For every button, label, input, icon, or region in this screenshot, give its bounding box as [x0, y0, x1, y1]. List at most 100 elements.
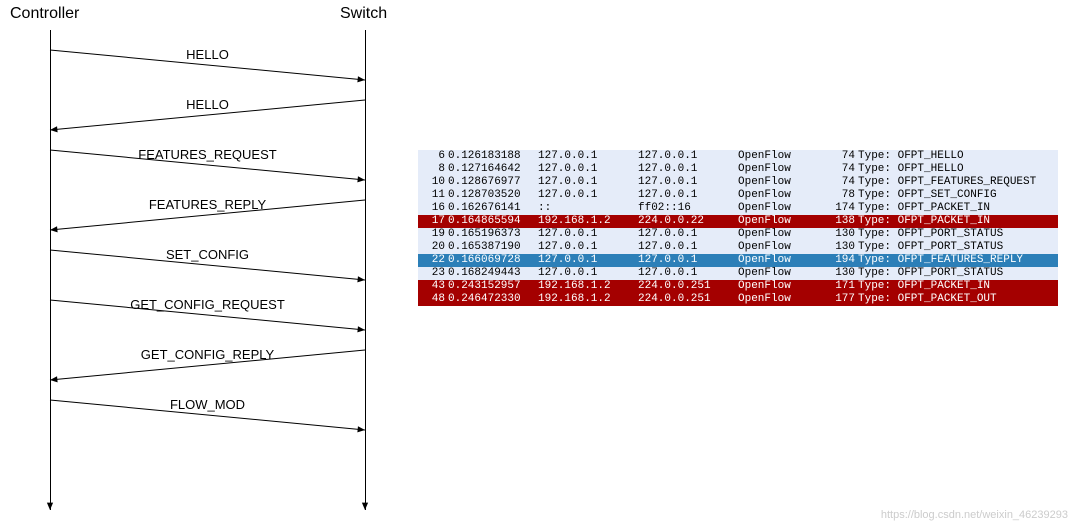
packet-cell: 224.0.0.251 — [638, 280, 738, 293]
packet-cell: 127.0.0.1 — [538, 163, 638, 176]
packet-cell: Type: OFPT_PACKET_IN — [858, 202, 1058, 215]
packet-row[interactable]: 160.162676141::ff02::16OpenFlow174Type: … — [418, 202, 1058, 215]
message-label: GET_CONFIG_REPLY — [128, 347, 288, 362]
packet-cell: 127.0.0.1 — [538, 176, 638, 189]
packet-cell: Type: OFPT_HELLO — [858, 163, 1058, 176]
packet-cell: 194 — [828, 254, 858, 267]
packet-cell: 0.246472330 — [448, 293, 538, 306]
packet-cell: 0.165196373 — [448, 228, 538, 241]
packet-cell: 17 — [418, 215, 448, 228]
packet-cell: ff02::16 — [638, 202, 738, 215]
packet-cell: 23 — [418, 267, 448, 280]
message-label: GET_CONFIG_REQUEST — [128, 297, 288, 312]
packet-cell: 224.0.0.22 — [638, 215, 738, 228]
packet-cell: 0.164865594 — [448, 215, 538, 228]
message-label: FEATURES_REQUEST — [128, 147, 288, 162]
message-label: SET_CONFIG — [128, 247, 288, 262]
packet-row[interactable]: 480.246472330192.168.1.2224.0.0.251OpenF… — [418, 293, 1058, 306]
packet-cell: 174 — [828, 202, 858, 215]
packet-cell: OpenFlow — [738, 241, 828, 254]
packet-cell: Type: OFPT_FEATURES_REQUEST — [858, 176, 1058, 189]
packet-cell: 127.0.0.1 — [538, 150, 638, 163]
packet-cell: OpenFlow — [738, 202, 828, 215]
packet-cell: OpenFlow — [738, 150, 828, 163]
packet-cell: OpenFlow — [738, 163, 828, 176]
packet-cell: OpenFlow — [738, 228, 828, 241]
packet-row[interactable]: 430.243152957192.168.1.2224.0.0.251OpenF… — [418, 280, 1058, 293]
packet-cell: 138 — [828, 215, 858, 228]
packet-cell: 130 — [828, 241, 858, 254]
packet-cell: 127.0.0.1 — [638, 241, 738, 254]
packet-row[interactable]: 200.165387190127.0.0.1127.0.0.1OpenFlow1… — [418, 241, 1058, 254]
packet-cell: 127.0.0.1 — [538, 189, 638, 202]
packet-cell: 127.0.0.1 — [638, 176, 738, 189]
packet-cell: Type: OFPT_PACKET_IN — [858, 215, 1058, 228]
packet-cell: OpenFlow — [738, 293, 828, 306]
packet-cell: 0.168249443 — [448, 267, 538, 280]
packet-cell: 0.128676977 — [448, 176, 538, 189]
packet-row[interactable]: 190.165196373127.0.0.1127.0.0.1OpenFlow1… — [418, 228, 1058, 241]
packet-cell: 0.128703520 — [448, 189, 538, 202]
packet-cell: Type: OFPT_SET_CONFIG — [858, 189, 1058, 202]
packet-cell: 0.165387190 — [448, 241, 538, 254]
packet-cell: 48 — [418, 293, 448, 306]
packet-cell: Type: OFPT_PORT_STATUS — [858, 228, 1058, 241]
packet-cell: 127.0.0.1 — [638, 163, 738, 176]
packet-row[interactable]: 230.168249443127.0.0.1127.0.0.1OpenFlow1… — [418, 267, 1058, 280]
packet-cell: 0.166069728 — [448, 254, 538, 267]
packet-cell: 0.162676141 — [448, 202, 538, 215]
packet-cell: 127.0.0.1 — [638, 267, 738, 280]
packet-cell: Type: OFPT_FEATURES_REPLY — [858, 254, 1058, 267]
packet-cell: OpenFlow — [738, 189, 828, 202]
packet-cell: 127.0.0.1 — [538, 267, 638, 280]
packet-cell: 20 — [418, 241, 448, 254]
packet-cell: OpenFlow — [738, 267, 828, 280]
packet-cell: 192.168.1.2 — [538, 215, 638, 228]
packet-cell: 130 — [828, 228, 858, 241]
packet-cell: 127.0.0.1 — [538, 228, 638, 241]
packet-cell: :: — [538, 202, 638, 215]
packet-row[interactable]: 220.166069728127.0.0.1127.0.0.1OpenFlow1… — [418, 254, 1058, 267]
packet-cell: 11 — [418, 189, 448, 202]
packet-row[interactable]: 80.127164642127.0.0.1127.0.0.1OpenFlow74… — [418, 163, 1058, 176]
packet-cell: 171 — [828, 280, 858, 293]
packet-cell: OpenFlow — [738, 176, 828, 189]
packet-table: 60.126183188127.0.0.1127.0.0.1OpenFlow74… — [418, 150, 1058, 306]
packet-cell: 224.0.0.251 — [638, 293, 738, 306]
packet-cell: Type: OFPT_PORT_STATUS — [858, 241, 1058, 254]
packet-cell: 192.168.1.2 — [538, 280, 638, 293]
packet-cell: OpenFlow — [738, 254, 828, 267]
packet-cell: 127.0.0.1 — [638, 150, 738, 163]
packet-cell: 192.168.1.2 — [538, 293, 638, 306]
packet-cell: 19 — [418, 228, 448, 241]
packet-cell: 127.0.0.1 — [638, 189, 738, 202]
packet-cell: 74 — [828, 176, 858, 189]
packet-cell: Type: OFPT_PORT_STATUS — [858, 267, 1058, 280]
packet-cell: 0.243152957 — [448, 280, 538, 293]
message-label: HELLO — [128, 97, 288, 112]
packet-row[interactable]: 100.128676977127.0.0.1127.0.0.1OpenFlow7… — [418, 176, 1058, 189]
packet-cell: 127.0.0.1 — [538, 254, 638, 267]
watermark: https://blog.csdn.net/weixin_46239293 — [881, 509, 1068, 521]
packet-cell: 177 — [828, 293, 858, 306]
packet-row[interactable]: 170.164865594192.168.1.2224.0.0.22OpenFl… — [418, 215, 1058, 228]
packet-cell: 0.127164642 — [448, 163, 538, 176]
packet-cell: 10 — [418, 176, 448, 189]
packet-cell: 127.0.0.1 — [638, 228, 738, 241]
packet-cell: 130 — [828, 267, 858, 280]
packet-cell: OpenFlow — [738, 280, 828, 293]
message-label: FEATURES_REPLY — [128, 197, 288, 212]
packet-cell: 22 — [418, 254, 448, 267]
sequence-diagram: Controller Switch HELLOHELLOFEATURES_REQ… — [0, 0, 400, 520]
packet-cell: 16 — [418, 202, 448, 215]
packet-cell: 127.0.0.1 — [638, 254, 738, 267]
packet-cell: 8 — [418, 163, 448, 176]
packet-cell: 6 — [418, 150, 448, 163]
message-label: FLOW_MOD — [128, 397, 288, 412]
packet-cell: 0.126183188 — [448, 150, 538, 163]
packet-row[interactable]: 110.128703520127.0.0.1127.0.0.1OpenFlow7… — [418, 189, 1058, 202]
packet-row[interactable]: 60.126183188127.0.0.1127.0.0.1OpenFlow74… — [418, 150, 1058, 163]
packet-cell: 74 — [828, 150, 858, 163]
packet-cell: Type: OFPT_PACKET_IN — [858, 280, 1058, 293]
packet-cell: 127.0.0.1 — [538, 241, 638, 254]
